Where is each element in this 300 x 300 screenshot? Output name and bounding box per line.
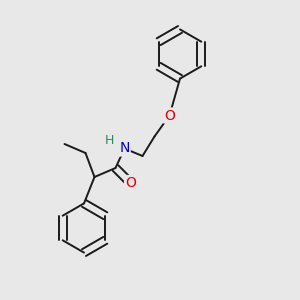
Text: H: H <box>105 134 114 148</box>
Text: O: O <box>125 176 136 190</box>
Text: N: N <box>119 142 130 155</box>
Text: O: O <box>164 109 175 122</box>
